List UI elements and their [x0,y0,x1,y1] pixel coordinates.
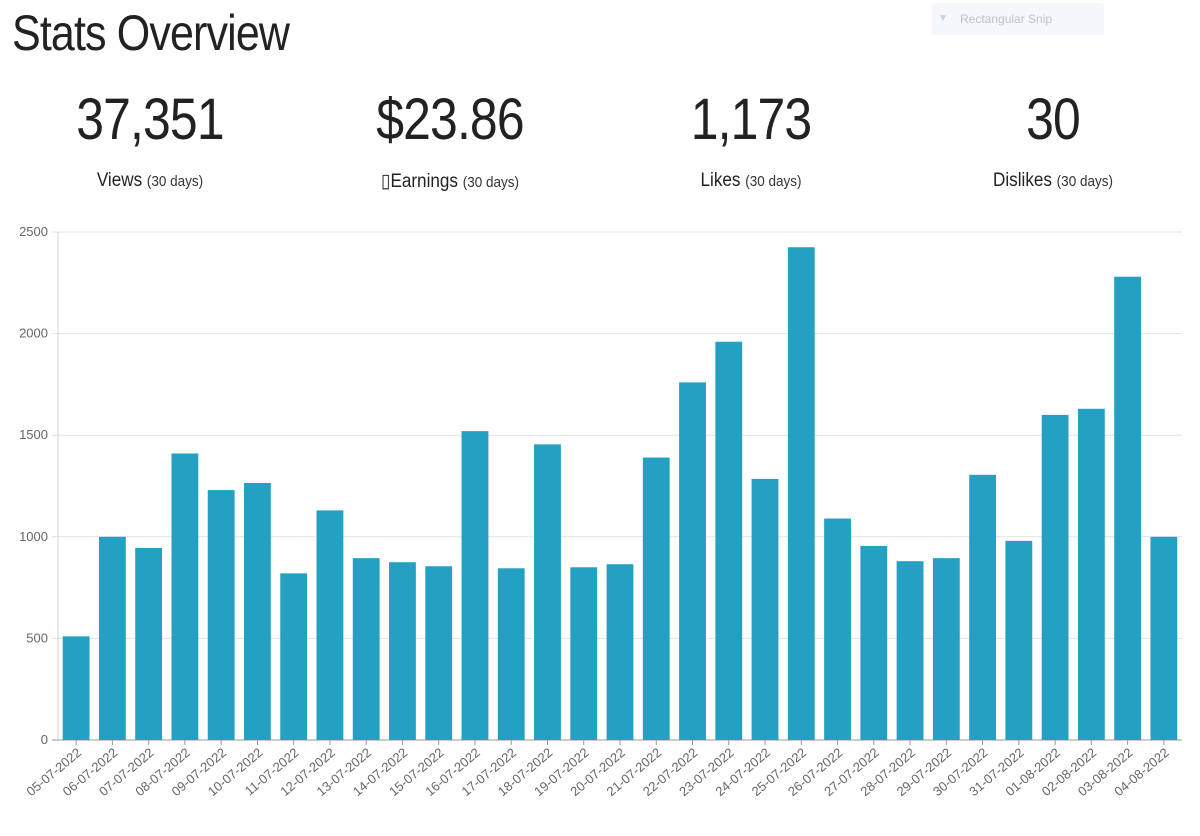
stat-likes: 1,173 Likes (30 days) [601,84,901,192]
chart-bar[interactable] [932,558,960,740]
stat-likes-label: Likes [700,170,741,191]
chart-bar[interactable] [352,558,380,740]
chart-bar[interactable] [606,564,634,740]
chart-bar[interactable] [62,636,90,740]
rectangular-snip-button[interactable]: ▼ Rectangular Snip [932,3,1104,35]
chart-bar[interactable] [715,341,743,740]
stat-earnings: $23.86 ▯Earnings (30 days) [300,84,600,193]
chart-bar[interactable] [280,573,308,740]
chart-bar[interactable] [389,562,416,740]
chart-bar[interactable] [860,545,888,740]
stat-views-caption: Views (30 days) [15,170,285,192]
stat-views-label: Views [96,170,143,191]
chart-bar[interactable] [98,536,126,740]
stat-likes-value: 1,173 [690,87,812,152]
stat-earnings-value: $23.86 [376,87,524,152]
snip-label: Rectangular Snip [960,12,1053,26]
chart-bar[interactable] [171,453,199,740]
chart-bar[interactable] [1041,414,1069,740]
chart-bar[interactable] [497,568,525,740]
page-title: Stats Overview [12,5,290,61]
chart-bar[interactable] [534,444,561,740]
chart-bar[interactable] [1077,408,1105,740]
stat-views-value: 37,351 [76,87,224,152]
stat-dislikes-caption: Dislikes (30 days) [918,170,1188,192]
y-tick-label: 2000 [19,326,48,341]
y-tick-label: 1500 [19,427,48,442]
stat-earnings-label: Earnings [390,171,458,192]
y-tick-label: 2500 [19,224,48,239]
stat-views-period: (30 days) [146,173,204,190]
snip-icon: ▼ [938,13,948,24]
chart-bar[interactable] [316,510,344,740]
chart-bar[interactable] [642,457,670,740]
stat-likes-period: (30 days) [745,173,802,190]
stat-views: 37,351 Views (30 days) [0,84,300,192]
y-tick-label: 1000 [19,529,48,544]
chart-bar[interactable] [570,567,598,740]
stat-likes-caption: Likes (30 days) [616,170,886,192]
chart-bar[interactable] [461,431,489,740]
stat-dislikes: 30 Dislikes (30 days) [903,84,1200,192]
chart-bar[interactable] [751,478,779,740]
chart-bar[interactable] [207,490,235,740]
chart-bar[interactable] [135,547,163,740]
chart-bar[interactable] [425,566,453,740]
stat-earnings-prefix: ▯ [381,171,391,192]
stat-dislikes-value: 30 [1026,87,1081,152]
stat-earnings-period: (30 days) [462,174,519,191]
stat-dislikes-period: (30 days) [1056,173,1113,190]
chart-bar[interactable] [969,474,996,740]
chart-bar[interactable] [244,482,271,740]
stat-earnings-caption: ▯Earnings (30 days) [315,170,585,193]
chart-bar[interactable] [896,561,924,740]
stat-dislikes-label: Dislikes [993,170,1052,191]
chart-bar[interactable] [1114,276,1142,740]
chart-bar[interactable] [679,382,706,740]
chart-bar[interactable] [824,518,851,740]
chart-bar[interactable] [787,247,815,741]
views-bar-chart: 0500100015002000250005-07-202206-07-2022… [19,224,1182,799]
chart-bar[interactable] [1150,536,1178,740]
chart-bar[interactable] [1005,540,1033,740]
y-tick-label: 500 [26,630,48,645]
y-tick-label: 0 [41,732,48,747]
